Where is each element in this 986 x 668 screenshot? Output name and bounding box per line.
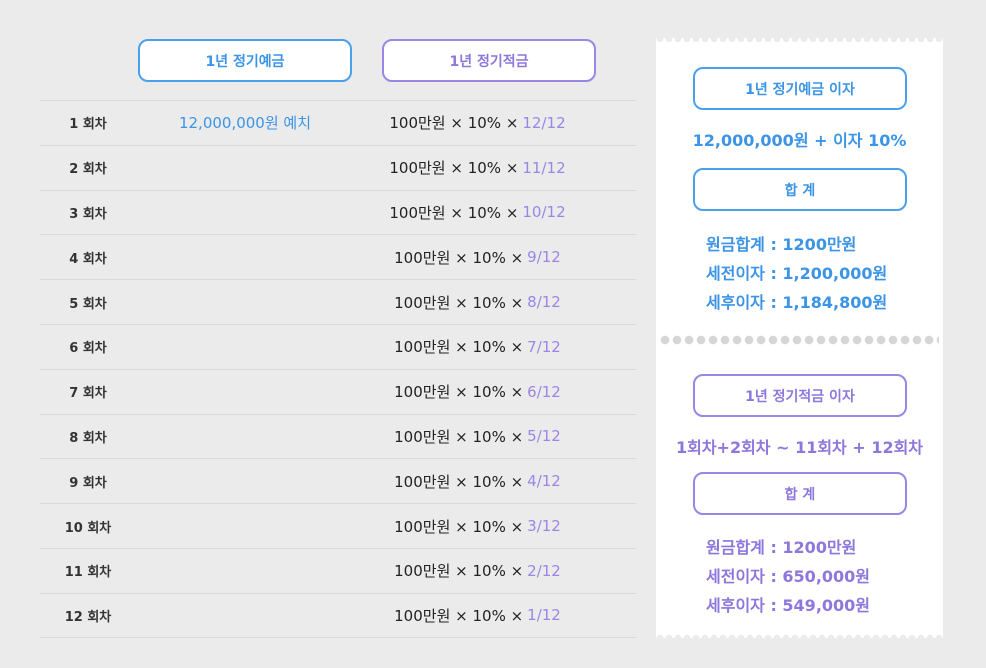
savings-calc-cell: 100만원 × 10% × 2/12: [370, 549, 585, 593]
round-label: 5 회차: [69, 296, 107, 312]
round-label: 7 회차: [69, 386, 107, 402]
deposit-cell: [160, 594, 330, 637]
table-row: 8 회차 100만원 × 10% × 5/12: [40, 413, 636, 459]
deposit-pretax-interest: 세전이자 : 1,200,000원: [706, 264, 888, 283]
deposit-cell: [160, 504, 330, 548]
round-label: 8 회차: [69, 430, 107, 446]
calc-text: 100만원 × 10% ×: [389, 203, 519, 222]
deposit-cell: [160, 549, 330, 593]
deposit-cell: [160, 235, 330, 279]
savings-calc-cell: 100만원 × 10% × 11/12: [370, 146, 585, 190]
table-row: 11 회차 100만원 × 10% × 2/12: [40, 547, 636, 593]
savings-pretax-interest: 세전이자 : 650,000원: [706, 567, 871, 586]
round-label: 9 회차: [69, 475, 107, 491]
deposit-cell: [160, 146, 330, 190]
savings-calc-cell: 100만원 × 10% × 5/12: [370, 415, 585, 459]
calc-fraction: 4/12: [527, 472, 561, 491]
savings-interest-title-pill: 1년 정기적금 이자: [693, 374, 907, 417]
deposit-interest-title-pill: 1년 정기예금 이자: [693, 67, 907, 110]
deposit-total-label: 합 계: [784, 182, 816, 199]
receipt-top-edge: [656, 35, 943, 42]
deposit-cell: [160, 370, 330, 414]
savings-total-label: 합 계: [784, 486, 816, 503]
round-label: 4 회차: [69, 251, 107, 267]
calc-fraction: 7/12: [527, 337, 561, 356]
receipt-bottom-edge: [656, 634, 943, 641]
calc-fraction: 11/12: [522, 158, 566, 177]
table-row: 6 회차 100만원 × 10% × 7/12: [40, 323, 636, 369]
deposit-header-label: 1년 정기예금: [205, 53, 285, 70]
round-label: 6 회차: [69, 341, 107, 357]
round-label: 3 회차: [69, 206, 107, 222]
interest-table: 1 회차 12,000,000원 예치 100만원 × 10% × 12/12 2 회차…: [40, 100, 636, 638]
savings-principal: 원금합계 : 1200만원: [706, 538, 857, 557]
receipt-divider: [660, 335, 939, 345]
savings-formula: 1회차+2회차 ~ 11회차 + 12회차: [675, 438, 924, 457]
table-row: 5 회차 100만원 × 10% × 8/12: [40, 279, 636, 324]
savings-calc-cell: 100만원 × 10% × 3/12: [370, 504, 585, 548]
savings-interest-title: 1년 정기적금 이자: [745, 388, 855, 405]
interest-receipt: 1년 정기예금 이자 12,000,000원 + 이자 10% 합 계 원금합계…: [656, 35, 943, 641]
savings-header-label: 1년 정기적금: [449, 53, 529, 70]
calc-text: 100만원 × 10% ×: [394, 427, 524, 446]
calc-fraction: 5/12: [527, 427, 561, 446]
round-label: 2 회차: [69, 162, 107, 178]
calc-text: 100만원 × 10% ×: [394, 517, 524, 536]
table-row: 3 회차 100만원 × 10% × 10/12: [40, 189, 636, 235]
calc-text: 100만원 × 10% ×: [394, 383, 524, 402]
calc-text: 100만원 × 10% ×: [394, 472, 524, 491]
round-label: 1 회차: [69, 117, 107, 133]
savings-header-pill: 1년 정기적금: [382, 39, 596, 82]
deposit-cell: [160, 191, 330, 235]
calc-fraction: 8/12: [527, 293, 561, 312]
deposit-total-pill: 합 계: [693, 168, 907, 211]
table-row: 1 회차 12,000,000원 예치 100만원 × 10% × 12/12: [40, 100, 636, 145]
calc-fraction: 10/12: [522, 203, 566, 222]
savings-calc-cell: 100만원 × 10% × 10/12: [370, 191, 585, 235]
deposit-formula: 12,000,000원 + 이자 10%: [692, 131, 907, 150]
calc-text: 100만원 × 10% ×: [394, 338, 524, 357]
table-row: 2 회차 100만원 × 10% × 11/12: [40, 144, 636, 190]
calc-fraction: 9/12: [527, 248, 561, 267]
round-label: 12 회차: [64, 609, 112, 625]
table-row: 4 회차 100만원 × 10% × 9/12: [40, 234, 636, 279]
calc-text: 100만원 × 10% ×: [394, 293, 524, 312]
calc-text: 100만원 × 10% ×: [389, 114, 519, 133]
calc-text: 100만원 × 10% ×: [394, 606, 524, 625]
savings-calc-cell: 100만원 × 10% × 1/12: [370, 594, 585, 637]
savings-aftertax-interest: 세후이자 : 549,000원: [706, 596, 871, 615]
table-row: 9 회차 100만원 × 10% × 4/12: [40, 458, 636, 503]
deposit-header-pill: 1년 정기예금: [138, 39, 352, 82]
savings-calc-cell: 100만원 × 10% × 7/12: [370, 325, 585, 369]
calc-fraction: 1/12: [527, 606, 561, 625]
deposit-cell: 12,000,000원 예치: [178, 114, 312, 133]
savings-total-pill: 합 계: [693, 472, 907, 515]
calc-text: 100만원 × 10% ×: [389, 159, 519, 178]
calc-text: 100만원 × 10% ×: [394, 562, 524, 581]
savings-calc-cell: 100만원 × 10% × 4/12: [370, 459, 585, 503]
table-row: 10 회차 100만원 × 10% × 3/12: [40, 503, 636, 548]
table-row: 7 회차 100만원 × 10% × 6/12: [40, 368, 636, 414]
calc-fraction: 6/12: [527, 382, 561, 401]
calc-fraction: 12/12: [522, 113, 566, 132]
deposit-cell: [160, 459, 330, 503]
deposit-principal: 원금합계 : 1200만원: [706, 235, 857, 254]
deposit-aftertax-interest: 세후이자 : 1,184,800원: [706, 293, 888, 312]
round-label: 11 회차: [64, 565, 112, 581]
savings-calc-cell: 100만원 × 10% × 9/12: [370, 235, 585, 279]
deposit-cell: [160, 325, 330, 369]
deposit-interest-title: 1년 정기예금 이자: [745, 81, 855, 98]
deposit-cell: [160, 415, 330, 459]
round-label: 10 회차: [64, 520, 112, 536]
calc-text: 100만원 × 10% ×: [394, 248, 524, 267]
savings-calc-cell: 100만원 × 10% × 12/12: [370, 101, 585, 145]
calc-fraction: 2/12: [527, 561, 561, 580]
table-row: 12 회차 100만원 × 10% × 1/12: [40, 592, 636, 638]
savings-calc-cell: 100만원 × 10% × 8/12: [370, 280, 585, 324]
calc-fraction: 3/12: [527, 517, 561, 536]
deposit-cell: [160, 280, 330, 324]
savings-calc-cell: 100만원 × 10% × 6/12: [370, 370, 585, 414]
